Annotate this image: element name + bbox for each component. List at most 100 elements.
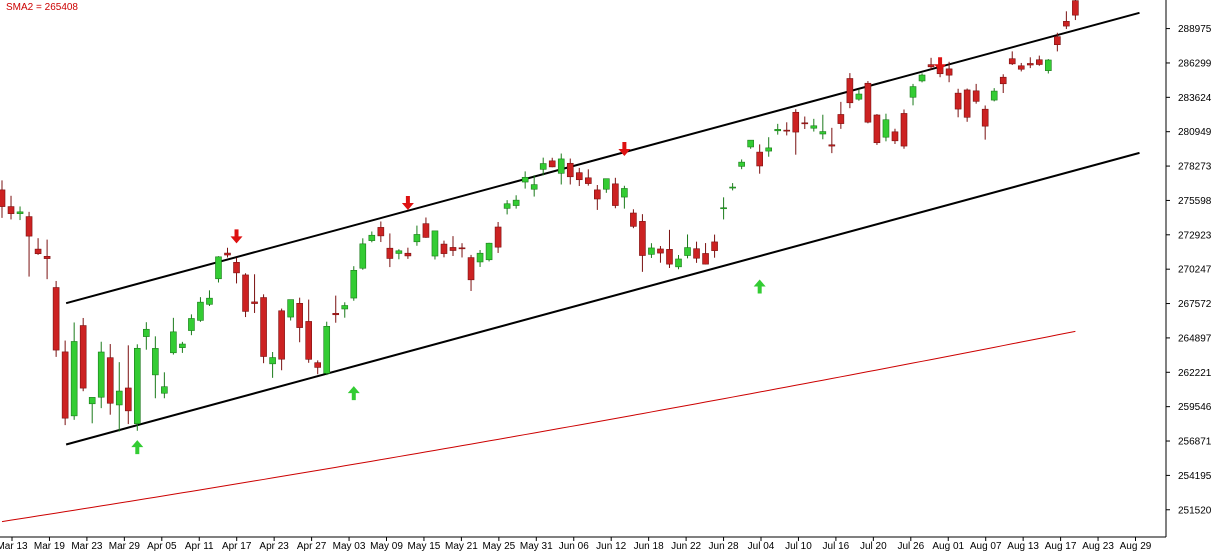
candle-body xyxy=(675,258,682,268)
candle xyxy=(278,308,285,371)
candle xyxy=(106,344,114,415)
candle xyxy=(7,195,15,220)
candle xyxy=(972,83,980,104)
candle-body xyxy=(666,249,673,265)
x-tick-label: Jul 04 xyxy=(748,541,775,552)
candle xyxy=(341,302,349,318)
x-tick-label: Jun 18 xyxy=(634,541,664,552)
candle xyxy=(97,341,105,409)
candle-body xyxy=(215,256,222,280)
candle xyxy=(269,352,276,378)
candle xyxy=(43,239,51,280)
candle-body xyxy=(720,207,727,210)
candle xyxy=(61,340,69,426)
candle-body xyxy=(819,131,827,135)
y-tick-label: 251520 xyxy=(1178,505,1212,516)
candle xyxy=(323,321,331,376)
candle-body xyxy=(530,184,538,190)
candle xyxy=(882,113,890,142)
x-tick-label: Mar 13 xyxy=(0,541,28,552)
candle xyxy=(440,240,448,258)
y-tick-label: 286299 xyxy=(1178,58,1212,69)
candle xyxy=(693,241,700,263)
candle-body xyxy=(197,301,204,321)
candle xyxy=(215,256,222,283)
candle xyxy=(485,242,493,262)
candle xyxy=(747,139,754,149)
candle-body xyxy=(1008,58,1016,65)
candle xyxy=(296,297,303,343)
x-tick-label: Aug 17 xyxy=(1045,541,1077,552)
candle-body xyxy=(693,248,700,259)
candle xyxy=(305,299,312,363)
y-tick-label: 256871 xyxy=(1178,437,1212,448)
x-tick-label: Mar 23 xyxy=(71,541,103,552)
y-tick-label: 288975 xyxy=(1178,24,1212,35)
x-tick-label: Jun 12 xyxy=(596,541,626,552)
candle xyxy=(124,345,132,425)
candle xyxy=(170,317,177,355)
candle xyxy=(666,229,673,268)
candle xyxy=(720,197,727,220)
candle-body xyxy=(837,114,845,124)
candle xyxy=(603,178,610,193)
candle-body xyxy=(594,189,601,200)
candle-body xyxy=(584,177,592,184)
candle xyxy=(197,297,204,322)
candle xyxy=(0,180,6,218)
candle-body xyxy=(269,357,276,365)
candle-body xyxy=(206,297,213,305)
candle xyxy=(188,314,195,336)
candle xyxy=(260,294,267,364)
y-axis: 288975 286299 283624 280949 278273 275598 2729… xyxy=(1166,24,1212,516)
candle xyxy=(395,249,403,260)
candle-body xyxy=(188,318,195,331)
candle-body xyxy=(287,299,294,318)
candle-body xyxy=(548,160,556,168)
candle-body xyxy=(224,252,231,256)
candle xyxy=(350,266,358,301)
candle xyxy=(945,61,953,83)
candle-body xyxy=(61,351,69,419)
candle-body xyxy=(152,348,159,376)
candle-body xyxy=(0,189,6,207)
candle xyxy=(404,247,412,259)
x-tick-label: May 21 xyxy=(445,541,478,552)
candle xyxy=(756,144,763,174)
candle xyxy=(449,236,457,257)
candle-body xyxy=(945,68,953,76)
candle xyxy=(684,234,691,259)
candle-body xyxy=(440,243,448,254)
candle xyxy=(918,73,926,83)
candle xyxy=(828,127,836,154)
candle-body xyxy=(738,161,745,167)
candle xyxy=(702,243,709,265)
candle-body xyxy=(810,125,818,129)
candle xyxy=(765,137,773,157)
candle xyxy=(521,171,529,189)
candle xyxy=(584,169,592,186)
candle xyxy=(1017,62,1025,72)
candle xyxy=(16,206,24,221)
candle-body xyxy=(981,108,989,127)
candle-body xyxy=(999,76,1007,85)
y-tick-label: 270247 xyxy=(1178,265,1212,276)
candle xyxy=(900,109,908,149)
candle xyxy=(621,185,628,209)
candle-body xyxy=(1045,59,1052,71)
y-tick-label: 262221 xyxy=(1178,368,1212,379)
candle xyxy=(503,200,511,215)
candle xyxy=(539,157,547,176)
x-tick-label: Jul 26 xyxy=(897,541,924,552)
candle-body xyxy=(242,274,249,312)
candle-body xyxy=(1036,59,1043,65)
candle-body xyxy=(990,90,998,101)
x-tick-label: Apr 27 xyxy=(297,541,327,552)
candle-body xyxy=(395,250,403,254)
candle-body xyxy=(828,144,836,147)
candle xyxy=(774,123,782,135)
sma-layer xyxy=(1,330,1076,523)
sell-signal-arrow-icon xyxy=(934,57,947,72)
candle xyxy=(422,217,430,238)
candle-body xyxy=(7,206,15,214)
